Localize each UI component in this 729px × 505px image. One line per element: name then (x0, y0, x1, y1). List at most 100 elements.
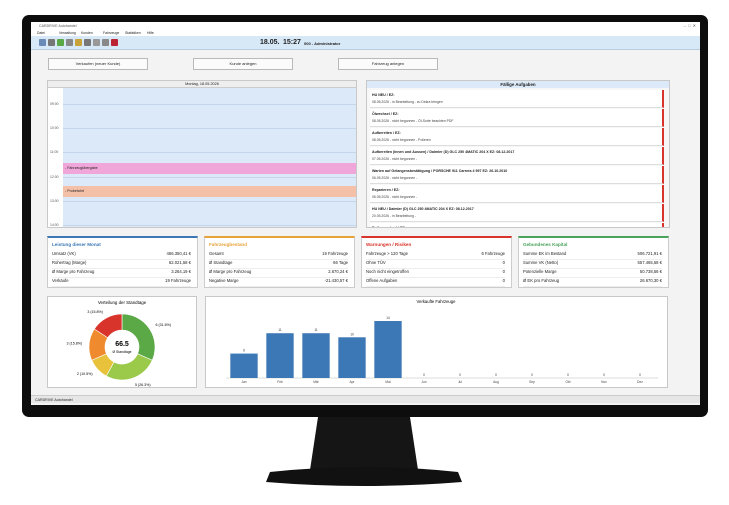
action-button[interactable]: Fahrzeug anlegen (338, 58, 438, 70)
kpi-card: Warnungen / Risiken Fahrzeuge > 120 Tage 6… (361, 236, 512, 288)
kpi-label: Rohertrag (Marge) (52, 260, 87, 265)
time-label: 12:00 (50, 174, 59, 179)
kpi-row: Umsatz (VK) 466.350,41 € (52, 251, 191, 260)
segment-label: 3 (15.8%) (87, 310, 103, 314)
toolbar-icon[interactable] (48, 39, 55, 46)
x-tick-label: Sep (529, 380, 535, 384)
bar-value: 0 (495, 373, 497, 377)
toolbar-icons (39, 39, 139, 47)
bar-value: 14 (386, 316, 390, 320)
kpi-row: Summe VK (Netto) 557.465,58 € (523, 260, 662, 269)
kpi-value: 6 Fahrzeuge (481, 251, 505, 256)
task-title: Reifenwechsel / EZ: (372, 226, 406, 228)
task-item[interactable]: Aufbereiten / EZ: 08.05.2026 - nicht bego… (370, 128, 664, 146)
toolbar-icon[interactable] (111, 39, 118, 46)
task-detail: 08.05.2026 - nicht begonnen - Polieren (372, 138, 431, 142)
calendar-event[interactable]: - Fahrzeugübergabe (63, 163, 356, 174)
kpi-label: Noch nicht eingetroffen (366, 269, 409, 274)
task-detail: 08.05.2026 - nicht begonnen - Öl-Sorte b… (372, 119, 454, 123)
task-detail: 20.05.2026 - in Bearbeitung - (372, 214, 416, 218)
x-tick-label: Feb (277, 380, 283, 384)
task-item[interactable]: Ölwechsel / EZ: 08.05.2026 - nicht begonn… (370, 109, 664, 127)
toolbar-icon[interactable] (75, 39, 82, 46)
time-line (63, 104, 356, 105)
user: 000 - Administrator (304, 41, 341, 46)
time-label: 09:00 (50, 102, 59, 106)
toolbar-icon[interactable] (57, 39, 64, 46)
tasks-panel: Fällige Aufgaben HU NEU / EZ: 08.05.2026 … (366, 80, 670, 228)
task-title: HU NEU / EZ: (372, 93, 395, 97)
kpi-label: Offene Aufgaben (366, 278, 398, 283)
task-item[interactable]: Reparieren / EZ: 06.05.2026 - nicht begon… (370, 185, 664, 203)
segment-label: 6 (31.6%) (155, 323, 171, 327)
task-detail: 06.05.2026 - nicht begonnen - (372, 195, 418, 199)
toolbar-icon[interactable] (93, 39, 100, 46)
calendar-header: Montag, 18.05.2026 (48, 81, 356, 88)
status-bar: CARDRIVE Autohandel (31, 395, 700, 403)
kpi-row: Gesamt 19 Fahrzeuge (209, 251, 348, 260)
task-title: Warten auf Gelangensbestätigung / PORSCH… (372, 169, 508, 173)
bar-value: 11 (314, 328, 318, 332)
x-tick-label: Jul (458, 380, 462, 384)
kpi-label: Fahrzeuge > 120 Tage (366, 251, 408, 256)
kpi-value: 26.670,30 € (639, 278, 662, 283)
toolbar-icon[interactable] (66, 39, 73, 46)
kpi-value: -21.430,57 € (324, 278, 348, 283)
time-line (63, 200, 356, 202)
menu-item[interactable]: Hilfe (147, 31, 154, 35)
toolbar-icon[interactable] (84, 39, 91, 46)
kpi-title: Gebundenes Kapital (523, 242, 568, 247)
kpi-row: Ohne TÜV 0 (366, 260, 505, 269)
calendar-event[interactable]: - Probefahrt (63, 186, 356, 197)
kpi-row: Summe EK im Bestand 506.721,91 € (523, 251, 662, 260)
bar (374, 321, 402, 378)
kpi-row: Offene Aufgaben 0 (366, 278, 505, 287)
task-item[interactable]: Reifenwechsel / EZ: (370, 223, 664, 228)
status-text: CARDRIVE Autohandel (35, 398, 73, 402)
segment-label: 2 (10.5%) (77, 372, 93, 376)
menu-item[interactable]: Verwaltung (59, 31, 76, 35)
task-item[interactable]: Aufbereiten (Innen und Aussen) / Daimler… (370, 147, 664, 165)
toolbar-icon[interactable] (39, 39, 46, 46)
action-button[interactable]: Verkaufen (neuer Kunde) (48, 58, 148, 70)
kpi-row: Potenzielle Marge 50.738,56 € (523, 269, 662, 278)
kpi-row: Negative Marge -21.430,57 € (209, 278, 348, 287)
kpi-row: Noch nicht eingetroffen 0 (366, 269, 505, 278)
toolbar-icon[interactable] (102, 39, 109, 46)
bar-value: 10 (350, 332, 354, 336)
task-item[interactable]: HU NEU / EZ: 08.05.2026 - in Bearbeitung … (370, 90, 664, 108)
x-tick-label: Jan (241, 380, 246, 384)
kpi-value: 0 (502, 269, 505, 274)
bar-value: 0 (459, 373, 461, 377)
window-title: CARDRIVE Autohandel (39, 24, 77, 28)
menu-item[interactable]: Datei (37, 31, 45, 35)
task-item[interactable]: Warten auf Gelangensbestätigung / PORSCH… (370, 166, 664, 184)
task-detail: 06.05.2026 - nicht begonnen - (372, 176, 418, 180)
menu-item[interactable]: Fahrzeuge (103, 31, 120, 35)
action-button[interactable]: Kunde anlegen (193, 58, 293, 70)
task-title: Aufbereiten / EZ: (372, 131, 401, 135)
kpi-label: Negative Marge (209, 278, 239, 283)
time-label: 13:00 (50, 198, 59, 203)
window-controls[interactable]: – □ ✕ (683, 23, 696, 28)
kpi-label: Summe VK (Netto) (523, 260, 559, 265)
kpi-value: 50.738,56 € (639, 269, 662, 274)
task-item[interactable]: HU NEU / Daimler (D) GLC 250 4MATIC 204 … (370, 204, 664, 222)
bar (302, 333, 330, 378)
kpi-title: Fahrzeugbestand (209, 242, 248, 247)
kpi-value: 557.465,58 € (637, 260, 662, 265)
kpi-value: 466.350,41 € (166, 251, 191, 256)
donut-segment (105, 353, 153, 381)
kpi-row: Rohertrag (Marge) 62.021,58 € (52, 260, 191, 269)
time-line (63, 176, 356, 178)
menu-item[interactable]: Statistiken (125, 31, 141, 35)
segment-label: 3 (15.8%) (67, 342, 83, 346)
bar-chart: Verkaufte Fahrzeuge 6 Jan 11 Feb 11 Mär 10 Apr 14… (226, 299, 658, 384)
kpi-value: 66 Tage (333, 260, 348, 265)
screen: CARDRIVE Autohandel – □ ✕ Datei Verwaltun… (31, 22, 700, 405)
menu-item[interactable]: Kunden (81, 31, 93, 35)
task-title: Ölwechsel / EZ: (372, 112, 399, 116)
kpi-label: Ø EK pro Fahrzeug (523, 278, 560, 283)
kpi-title: Leistung dieser Monat (52, 242, 101, 247)
